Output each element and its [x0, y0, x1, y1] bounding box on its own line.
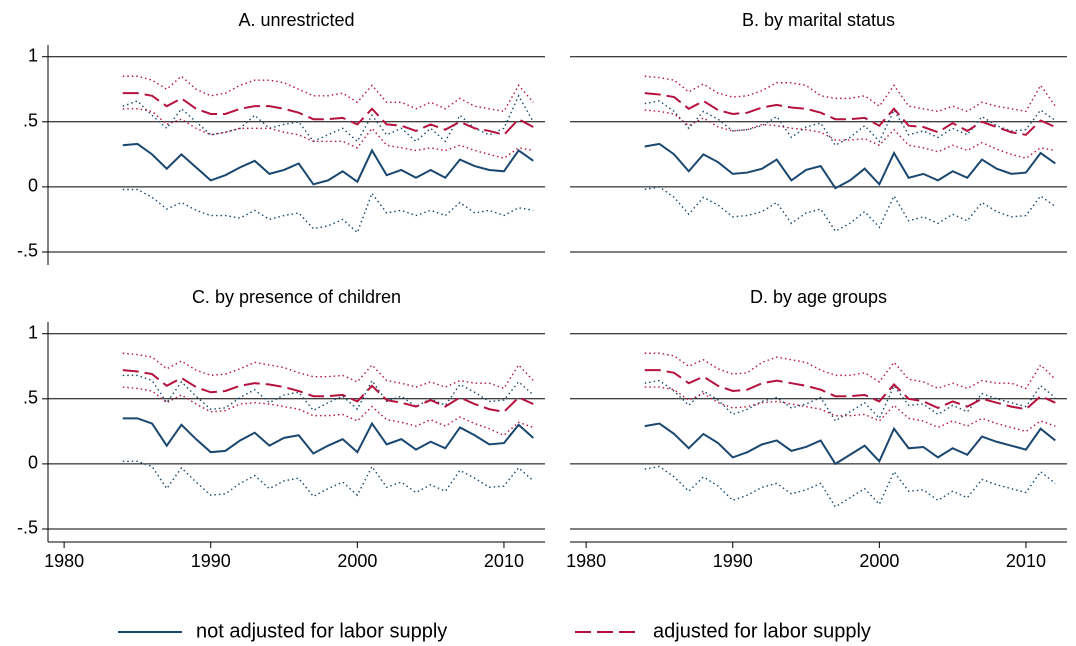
y-tick-label: 0: [28, 453, 38, 473]
legend-label: not adjusted for labor supply: [196, 620, 447, 642]
y-tick-label: 0: [28, 176, 38, 196]
panel-title: B. by marital status: [742, 10, 895, 30]
panel-title: D. by age groups: [750, 287, 887, 307]
confidence-band: [644, 386, 1056, 433]
x-tick-label: 1980: [566, 551, 606, 571]
legend-label: adjusted for labor supply: [653, 620, 871, 642]
confidence-band: [122, 108, 534, 160]
confidence-band: [644, 109, 1056, 160]
x-tick-label: 2010: [484, 551, 524, 571]
confidence-band: [122, 188, 534, 234]
confidence-band: [122, 75, 534, 113]
x-tick-label: 2000: [337, 551, 377, 571]
series-line: [644, 369, 1056, 411]
series-line: [122, 417, 534, 455]
series-line: [644, 422, 1056, 466]
y-tick-label: .5: [23, 111, 38, 131]
confidence-band: [644, 352, 1056, 390]
x-tick-label: 1990: [191, 551, 231, 571]
y-tick-label: .5: [23, 388, 38, 408]
series-line: [122, 369, 534, 413]
confidence-band: [122, 374, 534, 412]
x-tick-label: 2000: [859, 551, 899, 571]
confidence-band: [644, 75, 1056, 113]
x-tick-label: 2010: [1006, 551, 1046, 571]
x-tick-label: 1980: [44, 551, 84, 571]
confidence-band: [644, 186, 1056, 233]
panel-title: C. by presence of children: [192, 287, 401, 307]
confidence-band: [644, 379, 1056, 422]
confidence-band: [122, 94, 534, 143]
series-line: [122, 92, 534, 136]
y-tick-label: 1: [28, 322, 38, 342]
confidence-band: [122, 352, 534, 390]
series-line: [644, 142, 1056, 190]
panel-title: A. unrestricted: [238, 10, 354, 30]
series-line: [122, 142, 534, 186]
series-line: [644, 92, 1056, 136]
confidence-band: [644, 465, 1056, 508]
confidence-band: [122, 460, 534, 498]
y-tick-label: -.5: [17, 518, 38, 538]
x-tick-label: 1990: [713, 551, 753, 571]
y-tick-label: 1: [28, 45, 38, 65]
confidence-band: [644, 100, 1056, 147]
y-tick-label: -.5: [17, 241, 38, 261]
